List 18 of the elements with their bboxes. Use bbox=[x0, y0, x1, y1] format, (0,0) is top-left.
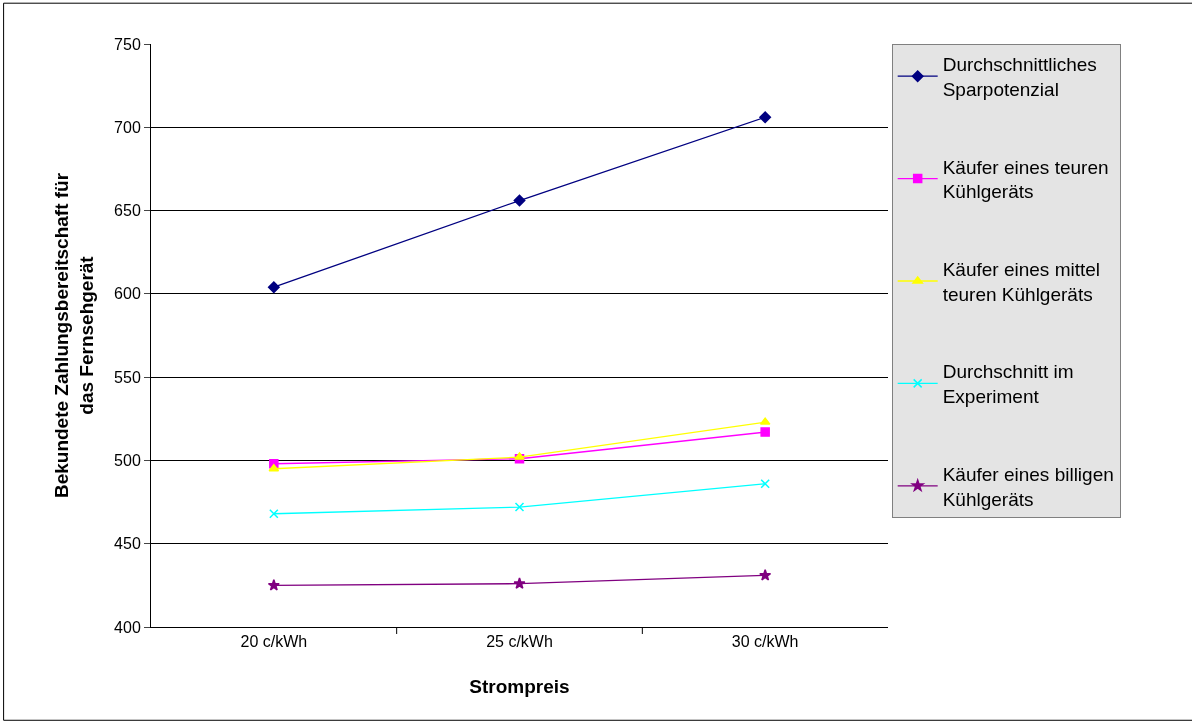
x-axis-title: Strompreis bbox=[469, 676, 570, 697]
y-tick-label: 750 bbox=[114, 35, 141, 53]
legend-label: Durchschnitt im Experiment bbox=[942, 361, 1074, 408]
y-tick-label: 400 bbox=[114, 618, 141, 636]
legend-label: Durchschnittliches Sparpotenzial bbox=[942, 54, 1097, 100]
legend-label: Käufer eines billigen Kühlgeräts bbox=[942, 463, 1114, 510]
x-tick-label: 30 c/kWh bbox=[731, 633, 799, 651]
legend-label: Käufer eines teuren Kühlgeräts bbox=[942, 156, 1109, 203]
y-tick-label: 650 bbox=[114, 202, 141, 220]
x-tick-label: 20 c/kWh bbox=[240, 633, 308, 651]
y-tick-label: 700 bbox=[114, 118, 141, 136]
y-axis-title: Bekundete Zahlungsbereitschaft für das Fernsehgerät bbox=[51, 172, 97, 499]
y-tick-label: 550 bbox=[114, 368, 141, 386]
y-tick-label: 500 bbox=[114, 452, 141, 470]
y-tick-label: 600 bbox=[114, 285, 141, 303]
x-tick-label: 25 c/kWh bbox=[486, 633, 553, 651]
y-tick-label: 450 bbox=[114, 535, 141, 553]
legend-label: Käufer eines mittel teuren Kühlgeräts bbox=[942, 259, 1101, 305]
